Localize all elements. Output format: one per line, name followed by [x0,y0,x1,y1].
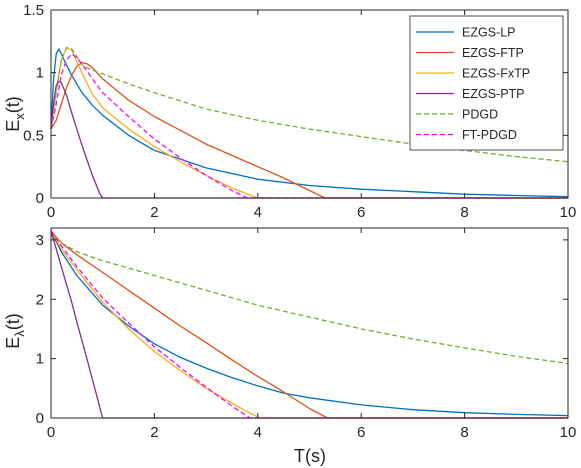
bot-series-ezgs-ftp [51,231,568,418]
legend-entry: EZGS-FxTP [462,67,530,81]
bot-y-tick-label: 0 [36,410,44,427]
top-x-tick-label: 6 [357,204,365,221]
top-ylabel-tail: (t) [3,96,23,113]
bottom-y-axis-label: Eλ(t) [3,313,27,349]
bot-x-tick-label: 6 [357,424,365,441]
x-axis-label: T(s) [294,446,326,466]
bot-y-tick-label: 2 [36,291,44,308]
top-y-tick-label: 0.5 [23,127,44,144]
bot-x-tick-label: 8 [460,424,468,441]
top-y-tick-label: 0 [36,190,44,207]
top-x-tick-label: 10 [560,204,577,221]
bot-series-pdgd [51,231,568,363]
legend-entry: EZGS-FTP [462,46,524,60]
bottom-ylabel-main: E [3,337,23,349]
bot-series-ezgs-ptp [51,231,568,418]
bot-y-tick-label: 1 [36,351,44,368]
bot-x-tick-label: 2 [150,424,158,441]
legend-entry: EZGS-LP [462,26,516,40]
chart-legend: EZGS-LP EZGS-FTP EZGS-FxTP EZGS-PTP PDGD FT-P… [410,16,563,150]
legend-entry: EZGS-PTP [462,87,525,101]
bot-series-ft-pdgd [51,231,568,418]
legend-entry: PDGD [462,108,498,122]
top-x-tick-label: 4 [254,204,262,221]
bot-x-tick-label: 10 [560,424,577,441]
bottom-ylabel-tail: (t) [3,313,23,330]
bot-series-ezgs-fxtp [51,231,568,418]
bottom-y-ticks: 0 1 2 3 [36,232,568,427]
bot-x-tick-label: 0 [47,424,55,441]
top-y-tick-label: 1 [36,65,44,82]
bottom-chart-panel: 0 2 4 6 8 10 0 1 2 3 Eλ(t) T(s) [3,228,576,466]
top-x-tick-label: 2 [150,204,158,221]
bottom-series-group [51,231,568,418]
top-ylabel-main: E [3,120,23,132]
top-chart-panel: 0 2 4 6 8 10 00.511.5 Ex(t) EZGS-LPEZGS-FTPEZ… [3,2,576,221]
legend-entry: FT-PDGD [462,128,517,142]
top-x-tick-label: 8 [460,204,468,221]
top-y-tick-label: 1.5 [23,2,44,19]
bot-x-tick-label: 4 [254,424,262,441]
top-x-tick-label: 0 [47,204,55,221]
bot-y-tick-label: 3 [36,232,44,249]
